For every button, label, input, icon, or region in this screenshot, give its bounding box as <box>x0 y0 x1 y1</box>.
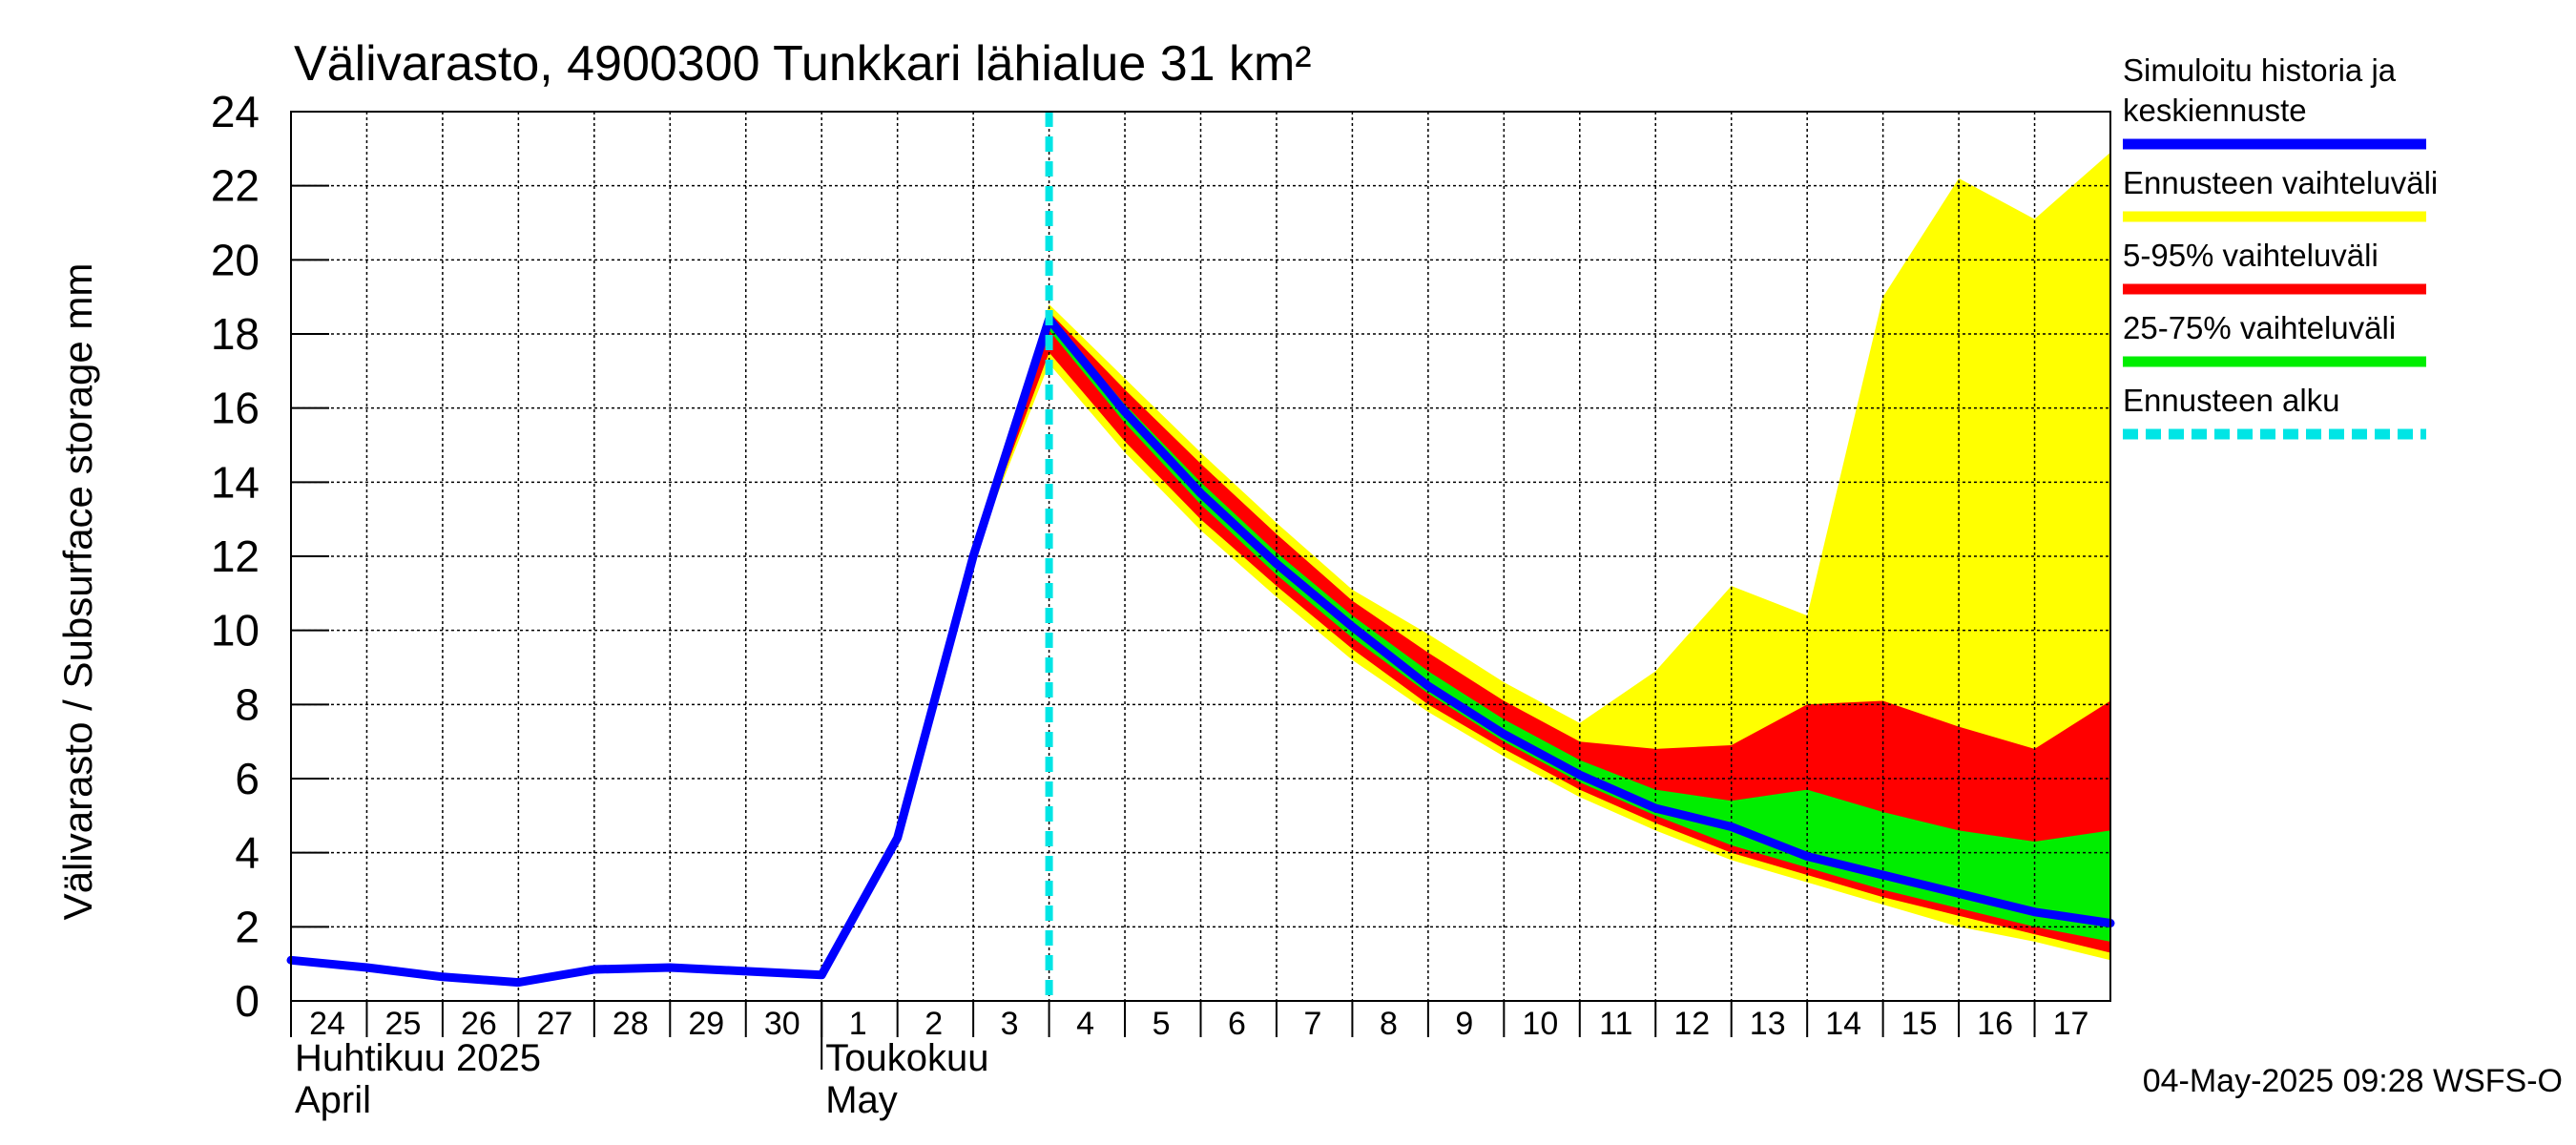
legend-label: Simuloitu historia ja <box>2123 52 2397 88</box>
legend-label: 25-75% vaihteluväli <box>2123 310 2396 345</box>
month-label-en: April <box>295 1079 371 1121</box>
y-tick-label: 22 <box>211 161 260 211</box>
line-layer <box>286 112 2115 1001</box>
x-tick-label: 28 <box>613 1006 649 1042</box>
x-tick-label: 26 <box>461 1006 497 1042</box>
y-tick-label: 18 <box>211 309 260 359</box>
y-tick-label: 4 <box>235 828 260 878</box>
x-tick-label: 1 <box>849 1006 867 1042</box>
legend-label: keskiennuste <box>2123 93 2307 128</box>
y-tick-label: 6 <box>235 754 260 803</box>
y-tick-label: 16 <box>211 384 260 433</box>
x-tick-label: 11 <box>1599 1006 1632 1042</box>
y-tick-label: 14 <box>211 457 260 507</box>
y-tick-label: 20 <box>211 235 260 284</box>
x-tick-label: 25 <box>385 1006 422 1042</box>
x-tick-label: 24 <box>309 1006 345 1042</box>
month-label: Huhtikuu 2025 <box>295 1037 541 1079</box>
y-tick-label: 12 <box>211 531 260 581</box>
x-tick-label: 14 <box>1825 1006 1861 1042</box>
legend: Simuloitu historia ja keskiennuste Ennuste… <box>2123 52 2438 440</box>
series-line-mean <box>286 315 2115 988</box>
y-tick-label: 8 <box>235 679 260 729</box>
legend-label: 5-95% vaihteluväli <box>2123 238 2379 273</box>
x-tick-label: 16 <box>1977 1006 2013 1042</box>
x-tick-label: 6 <box>1228 1006 1246 1042</box>
x-tick-label: 10 <box>1522 1006 1558 1042</box>
x-tick-label: 15 <box>1901 1006 1938 1042</box>
x-tick-label: 8 <box>1380 1006 1398 1042</box>
footer-timestamp: 04-May-2025 09:28 WSFS-O <box>2143 1063 2563 1099</box>
x-tick-label: 13 <box>1750 1006 1786 1042</box>
band-5-95-vaihteluv-li <box>973 311 2110 953</box>
x-tick-label: 7 <box>1303 1006 1321 1042</box>
month-label: Toukokuu <box>825 1037 988 1079</box>
x-tick-label: 2 <box>924 1006 943 1042</box>
band-layer <box>973 152 2110 961</box>
x-tick-label: 17 <box>2053 1006 2089 1042</box>
x-tick-label: 29 <box>688 1006 724 1042</box>
x-tick-label: 3 <box>1001 1006 1019 1042</box>
y-tick-label: 0 <box>235 976 260 1026</box>
band-25-75-vaihteluv-li <box>973 315 2110 942</box>
x-tick-label: 4 <box>1076 1006 1094 1042</box>
x-tick-label: 5 <box>1153 1006 1171 1042</box>
y-tick-label: 2 <box>235 902 260 951</box>
x-tick-label: 27 <box>536 1006 572 1042</box>
x-tick-label: 30 <box>764 1006 800 1042</box>
chart-title: Välivarasto, 4900300 Tunkkari lähialue 3… <box>294 36 1312 92</box>
legend-label: Ennusteen vaihteluväli <box>2123 165 2438 200</box>
x-tick-label: 12 <box>1673 1006 1710 1042</box>
y-axis-label: Välivarasto / Subsurface storage mm <box>55 263 100 921</box>
y-tick-label: 24 <box>211 87 260 136</box>
month-label-en: May <box>825 1079 898 1121</box>
x-tick-label: 9 <box>1455 1006 1473 1042</box>
legend-label: Ennusteen alku <box>2123 383 2340 418</box>
grid-layer <box>291 111 2110 1001</box>
y-tick-label: 10 <box>211 606 260 656</box>
